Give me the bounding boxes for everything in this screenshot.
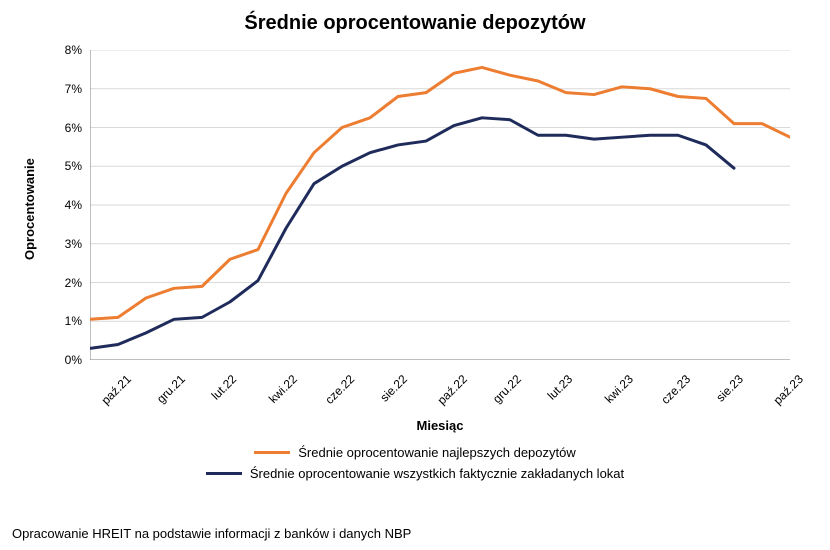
x-tick-label: sie.23 xyxy=(713,372,746,405)
y-tick-label: 2% xyxy=(42,276,82,290)
legend-swatch xyxy=(206,472,242,475)
x-tick-label: paź.23 xyxy=(771,372,806,407)
chart-title: Średnie oprocentowanie depozytów xyxy=(0,0,830,35)
x-tick-label: cze.22 xyxy=(322,372,357,407)
x-tick-label: sie.22 xyxy=(377,372,410,405)
source-note: Opracowanie HREIT na podstawie informacj… xyxy=(12,526,411,541)
legend-item-0: Średnie oprocentowanie najlepszych depoz… xyxy=(254,445,576,460)
series-line-1 xyxy=(90,118,734,349)
x-tick-label: paź.21 xyxy=(99,372,134,407)
series-line-0 xyxy=(90,67,790,319)
y-tick-label: 1% xyxy=(42,314,82,328)
y-tick-label: 4% xyxy=(42,198,82,212)
x-tick-label: gru.21 xyxy=(154,372,188,406)
legend-swatch xyxy=(254,451,290,454)
y-tick-label: 3% xyxy=(42,237,82,251)
x-tick-label: kwi.22 xyxy=(266,372,300,406)
x-tick-label: paź.22 xyxy=(435,372,470,407)
legend: Średnie oprocentowanie najlepszych depoz… xyxy=(0,442,830,484)
y-tick-label: 7% xyxy=(42,82,82,96)
legend-item-1: Średnie oprocentowanie wszystkich faktyc… xyxy=(206,466,624,481)
chart-plot-area xyxy=(90,50,790,360)
y-axis-label: Oprocentowanie xyxy=(22,158,37,260)
x-tick-label: cze.23 xyxy=(658,372,693,407)
x-axis-label: Miesiąc xyxy=(90,418,790,433)
chart-svg xyxy=(90,50,790,360)
x-tick-label: kwi.23 xyxy=(602,372,636,406)
y-tick-label: 0% xyxy=(42,353,82,367)
x-tick-label: gru.22 xyxy=(490,372,524,406)
y-tick-label: 5% xyxy=(42,159,82,173)
y-tick-label: 8% xyxy=(42,43,82,57)
x-tick-label: lut.22 xyxy=(209,372,240,403)
y-tick-label: 6% xyxy=(42,121,82,135)
legend-label: Średnie oprocentowanie najlepszych depoz… xyxy=(298,445,576,460)
x-tick-label: lut.23 xyxy=(545,372,576,403)
legend-label: Średnie oprocentowanie wszystkich faktyc… xyxy=(250,466,624,481)
